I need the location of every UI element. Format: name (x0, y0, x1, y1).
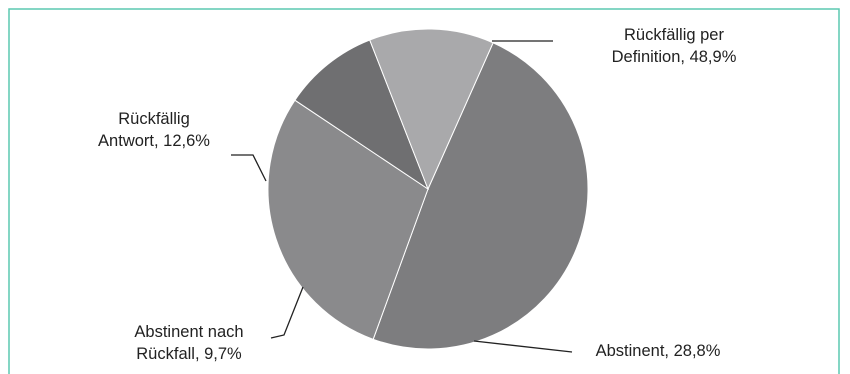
slice-label-line: Antwort, 12,6% (98, 132, 210, 150)
pie-slice-abstinent-nach-rueckfall (294, 39, 430, 191)
slice-label-line: Rückfällig per (624, 26, 724, 44)
leader-line-rueckfaellig-antwort (231, 154, 267, 182)
slice-label-line: Rückfall, 9,7% (136, 345, 242, 363)
pie-slice-abstinent (267, 99, 429, 340)
slice-label-abstinent-nach-rueckfall: Abstinent nach Rückfall, 9,7% (134, 323, 243, 363)
leader-line-abstinent-nach-rueckfall (270, 286, 304, 339)
frame-border (8, 8, 840, 374)
slice-label-line: Abstinent nach (134, 323, 243, 341)
slice-label-abstinent: Abstinent, 28,8% (596, 342, 721, 360)
slice-label-line: Definition, 48,9% (612, 48, 737, 66)
pie-slices (267, 28, 589, 350)
leader-lines (231, 40, 573, 353)
slice-label-line: Abstinent, 28,8% (596, 342, 721, 360)
slice-label-line: Rückfällig (118, 110, 190, 128)
pie-slice-rueckfaellig-per-definition (372, 42, 589, 350)
leader-line-abstinent (473, 340, 573, 353)
slice-labels: Rückfällig per Definition, 48,9% Abstinent… (98, 26, 737, 363)
slice-label-rueckfaellig-per-definition: Rückfällig per Definition, 48,9% (612, 26, 737, 66)
pie-slice-rueckfaellig-antwort (369, 28, 494, 191)
slice-label-rueckfaellig-antwort: Rückfällig Antwort, 12,6% (98, 110, 210, 150)
